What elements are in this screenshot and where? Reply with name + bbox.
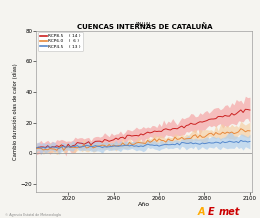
Text: met: met <box>218 207 240 217</box>
Text: © Agencia Estatal de Meteorología: © Agencia Estatal de Meteorología <box>5 213 61 217</box>
Y-axis label: Cambio duración olas de calor (días): Cambio duración olas de calor (días) <box>12 63 18 160</box>
Text: ANUAL: ANUAL <box>135 22 153 27</box>
X-axis label: Año: Año <box>138 202 150 207</box>
Legend: RCP8.5    ( 14 ), RCP6.0    (  6 ), RCP4.5    ( 13 ): RCP8.5 ( 14 ), RCP6.0 ( 6 ), RCP4.5 ( 13… <box>38 32 83 51</box>
Text: E: E <box>208 207 214 217</box>
Text: A: A <box>198 207 205 217</box>
Title: CUENCAS INTERNAS DE CATALUÑA: CUENCAS INTERNAS DE CATALUÑA <box>76 23 212 30</box>
